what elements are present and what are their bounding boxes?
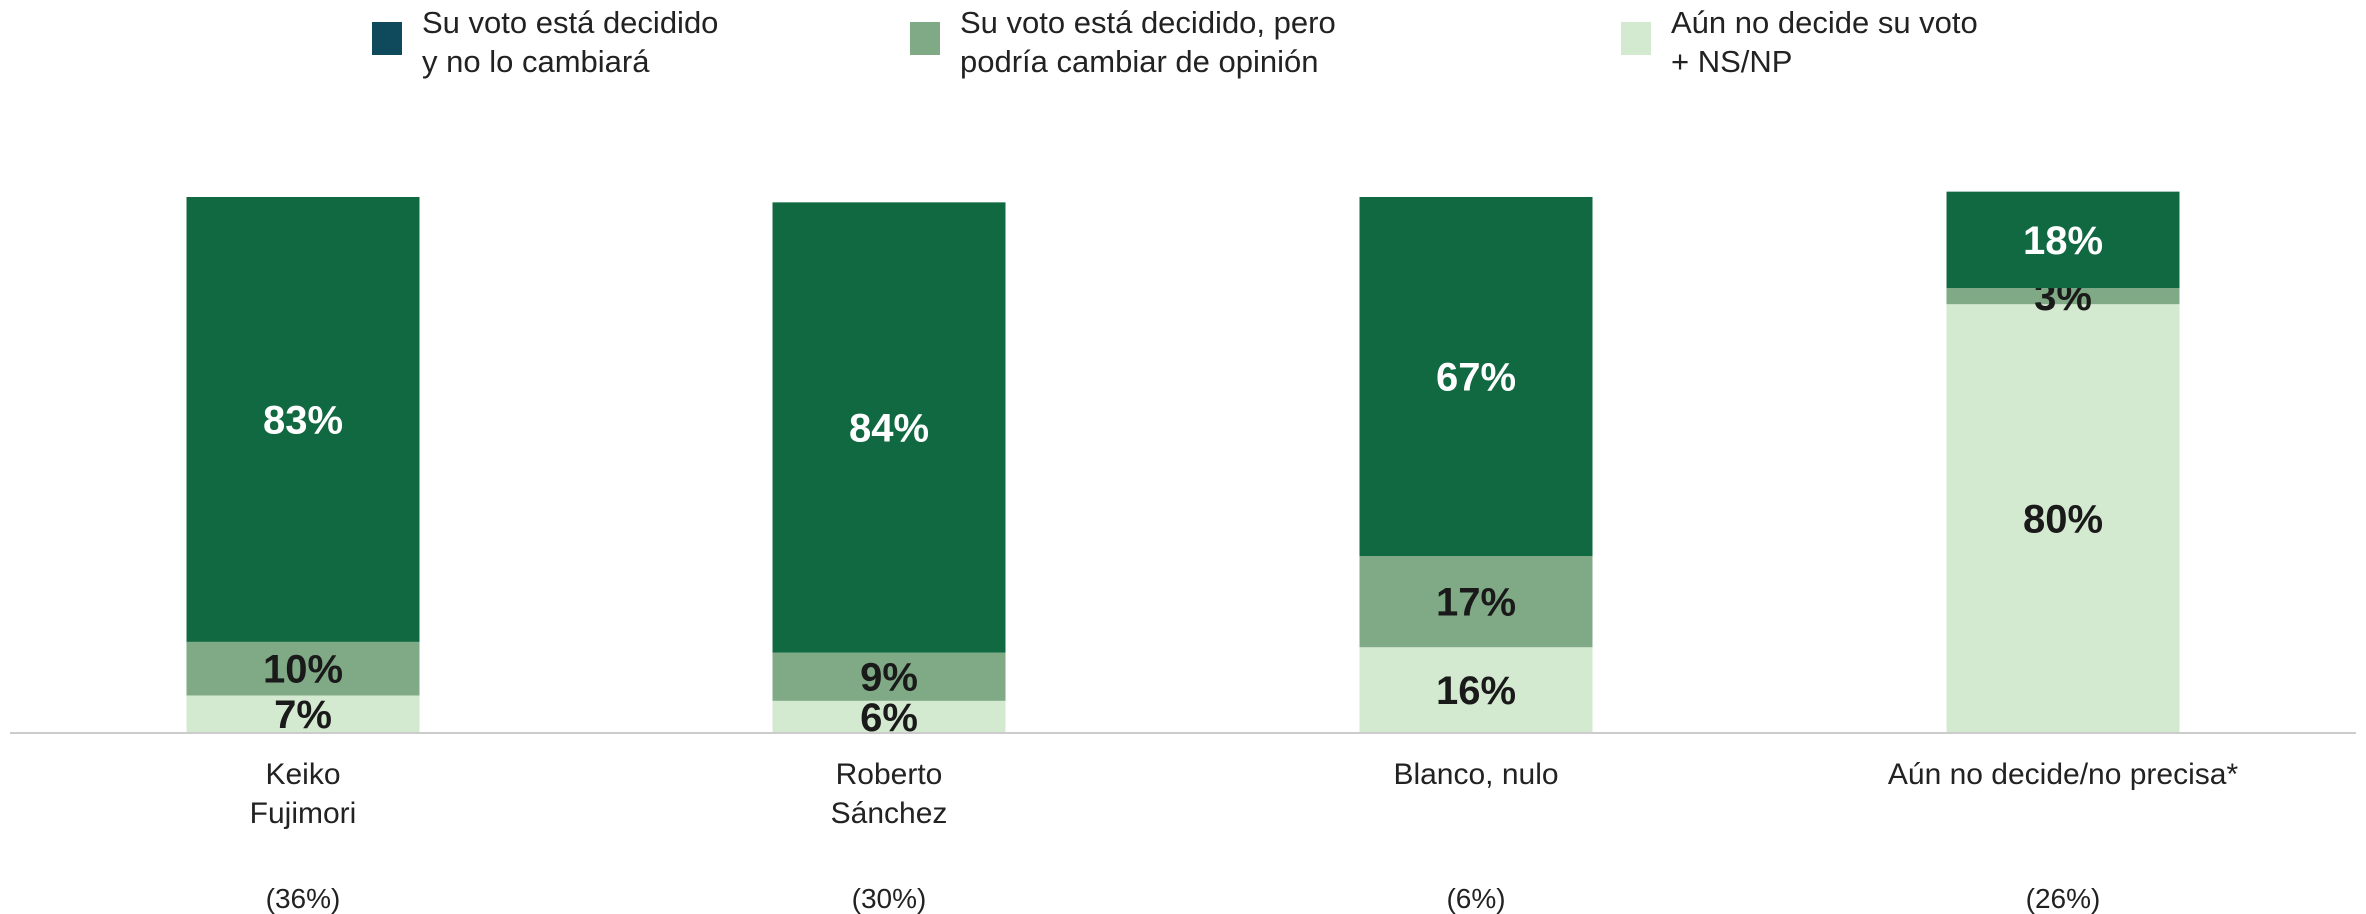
- data-label: 7%: [274, 693, 332, 737]
- data-label: 18%: [2023, 219, 2103, 263]
- data-label: 16%: [1436, 669, 1516, 713]
- bar-segment: [1359, 197, 1593, 557]
- bar-segment: [772, 700, 1006, 733]
- category-label: Blanco, nulo: [1393, 758, 1558, 791]
- data-label: 84%: [849, 406, 929, 450]
- bars: 7%10%83%6%9%84%16%17%67%80%3%18%: [186, 191, 2180, 740]
- bar-segment: [1946, 304, 2180, 733]
- category-label: Sánchez: [831, 797, 948, 830]
- legend: Su voto está decidido y no lo cambiará Su …: [372, 5, 1978, 79]
- bar-segment: [772, 652, 1006, 701]
- legend-label: Su voto está decidido: [422, 5, 718, 40]
- bar-segment: [1359, 556, 1593, 648]
- data-label: 67%: [1436, 356, 1516, 400]
- legend-swatch: [372, 22, 402, 55]
- data-label: 10%: [263, 648, 343, 692]
- legend-swatch: [910, 22, 940, 55]
- category-label: Aún no decide/no precisa*: [1888, 758, 2239, 791]
- bar-segment: [186, 695, 420, 733]
- data-label: 17%: [1436, 581, 1516, 625]
- category-total: (30%): [852, 883, 927, 914]
- legend-label: Su voto está decidido, pero: [960, 5, 1336, 40]
- category-label: Keiko: [265, 758, 340, 791]
- category-total: (36%): [266, 883, 341, 914]
- bar-segment: [1946, 191, 2180, 289]
- data-label: 9%: [860, 656, 918, 700]
- legend-swatch: [1621, 22, 1651, 55]
- category-labels: Keiko Fujimori (36%) Roberto Sánchez (30%) Bla…: [250, 758, 2239, 914]
- bar-segment: [1359, 647, 1593, 733]
- legend-label: Aún no decide su voto: [1671, 5, 1978, 40]
- bar-segment: [186, 641, 420, 696]
- category-total: (26%): [2026, 883, 2101, 914]
- legend-label: y no lo cambiará: [422, 44, 650, 79]
- legend-label: + NS/NP: [1671, 44, 1792, 79]
- category-total: (6%): [1446, 883, 1505, 914]
- bar-segment: [1946, 288, 2180, 305]
- bar-segment: [186, 197, 420, 642]
- data-label: 83%: [263, 398, 343, 442]
- bar-segment: [772, 202, 1006, 653]
- data-label: 80%: [2023, 498, 2103, 542]
- legend-label: podría cambiar de opinión: [960, 44, 1318, 79]
- category-label: Roberto: [836, 758, 943, 791]
- category-label: Fujimori: [250, 797, 357, 830]
